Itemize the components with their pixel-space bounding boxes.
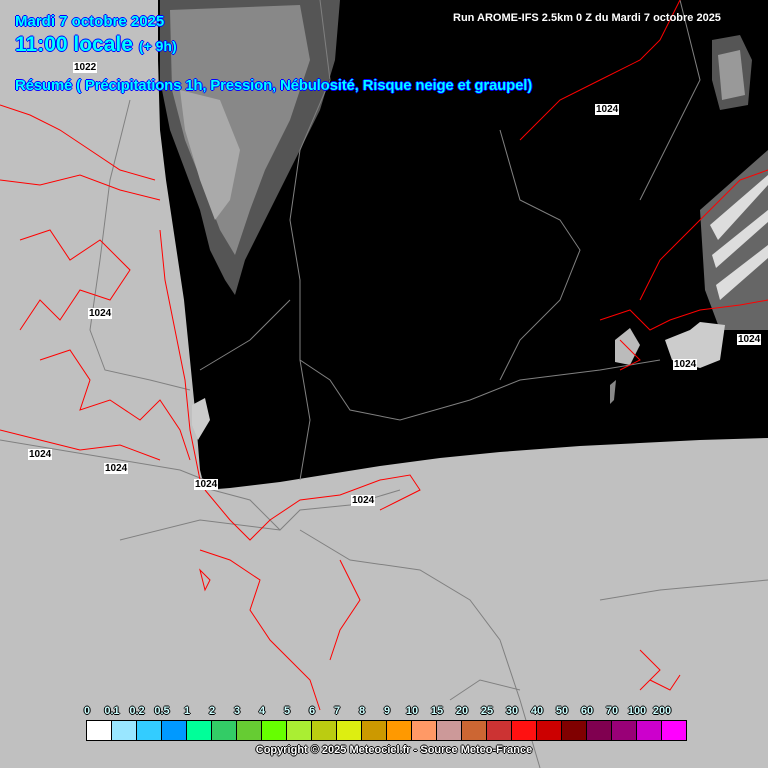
legend-swatch bbox=[137, 721, 162, 740]
cloud-cover bbox=[160, 0, 768, 440]
legend-label: 6 bbox=[308, 705, 316, 717]
legend-swatch bbox=[562, 721, 587, 740]
legend-swatch bbox=[512, 721, 537, 740]
legend-swatch bbox=[312, 721, 337, 740]
legend-label: 0.1 bbox=[104, 705, 120, 717]
legend-swatch bbox=[587, 721, 612, 740]
pressure-label: 1024 bbox=[351, 495, 376, 506]
local-time: 11:00 locale bbox=[15, 33, 133, 56]
pressure-label: 1024 bbox=[737, 334, 762, 345]
model-run-info: Run AROME-IFS 2.5km 0 Z du Mardi 7 octob… bbox=[453, 12, 721, 24]
legend-label: 15 bbox=[430, 705, 444, 717]
forecast-date: Mardi 7 octobre 2025 bbox=[15, 13, 165, 30]
legend-swatch bbox=[662, 721, 686, 740]
legend-label: 1 bbox=[183, 705, 191, 717]
legend-swatch bbox=[637, 721, 662, 740]
legend-label: 200 bbox=[652, 705, 672, 717]
legend-swatch bbox=[337, 721, 362, 740]
legend-swatch bbox=[187, 721, 212, 740]
legend-swatch bbox=[537, 721, 562, 740]
legend-swatch bbox=[287, 721, 312, 740]
legend-swatch bbox=[112, 721, 137, 740]
pressure-label: 1024 bbox=[104, 463, 129, 474]
pressure-label: 1024 bbox=[194, 479, 219, 490]
legend-swatch bbox=[212, 721, 237, 740]
legend-swatch bbox=[162, 721, 187, 740]
legend-swatch bbox=[437, 721, 462, 740]
legend-label: 100 bbox=[627, 705, 647, 717]
legend-swatch bbox=[487, 721, 512, 740]
legend-swatch bbox=[462, 721, 487, 740]
legend-label: 7 bbox=[333, 705, 341, 717]
legend-swatch bbox=[237, 721, 262, 740]
legend-label: 25 bbox=[480, 705, 494, 717]
pressure-label: 1024 bbox=[28, 449, 53, 460]
legend-label: 10 bbox=[405, 705, 419, 717]
legend-swatch bbox=[412, 721, 437, 740]
coastlines bbox=[0, 0, 768, 711]
legend-label: 50 bbox=[555, 705, 569, 717]
legend-swatch bbox=[387, 721, 412, 740]
copyright: Copyright © 2025 Meteociel.fr - Source M… bbox=[255, 744, 533, 756]
legend-swatch bbox=[87, 721, 112, 740]
legend-label: 0.5 bbox=[154, 705, 170, 717]
legend-swatch bbox=[262, 721, 287, 740]
legend-label: 0 bbox=[83, 705, 91, 717]
pressure-label: 1022 bbox=[73, 62, 98, 73]
legend-label: 4 bbox=[258, 705, 266, 717]
legend-swatch bbox=[362, 721, 387, 740]
legend-label: 40 bbox=[530, 705, 544, 717]
pressure-label: 1024 bbox=[673, 359, 698, 370]
legend-labels: 0 0.1 0.2 0.5 1 2 3 4 5 6 7 8 9 10 15 20 25 30 40 50 60 70 100… bbox=[80, 705, 700, 719]
precipitation-legend bbox=[86, 720, 687, 741]
forecast-offset: (+ 9h) bbox=[138, 38, 177, 54]
map-description: Résumé ( Précipitations 1h, Pression, Né… bbox=[15, 77, 532, 94]
legend-label: 60 bbox=[580, 705, 594, 717]
legend-label: 8 bbox=[358, 705, 366, 717]
legend-label: 30 bbox=[505, 705, 519, 717]
legend-label: 2 bbox=[208, 705, 216, 717]
legend-label: 0.2 bbox=[129, 705, 145, 717]
legend-label: 9 bbox=[383, 705, 391, 717]
pressure-label: 1024 bbox=[88, 308, 113, 319]
legend-label: 5 bbox=[283, 705, 291, 717]
legend-swatch bbox=[612, 721, 637, 740]
legend-label: 20 bbox=[455, 705, 469, 717]
legend-label: 3 bbox=[233, 705, 241, 717]
forecast-time: 11:00 locale (+ 9h) bbox=[15, 33, 177, 58]
legend-label: 70 bbox=[605, 705, 619, 717]
pressure-label: 1024 bbox=[595, 104, 620, 115]
